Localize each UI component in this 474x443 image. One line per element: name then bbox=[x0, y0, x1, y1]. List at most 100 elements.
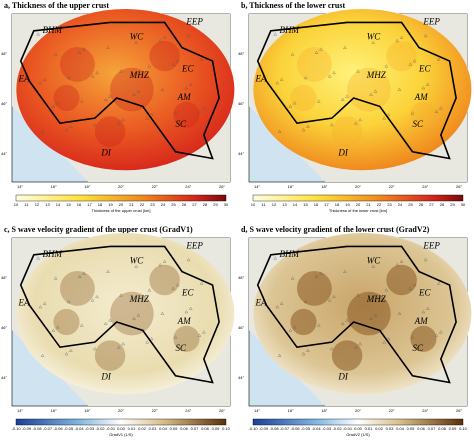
station bbox=[330, 347, 334, 351]
region-label: EA bbox=[255, 298, 267, 308]
colorbar-tick-label: 28 bbox=[203, 202, 208, 207]
station bbox=[160, 87, 165, 91]
anomaly bbox=[59, 270, 95, 306]
station bbox=[332, 294, 336, 299]
station bbox=[273, 32, 277, 36]
x-tick-label: 16° bbox=[51, 408, 57, 413]
region-label: EC bbox=[418, 288, 431, 298]
station bbox=[293, 101, 297, 105]
colorbar-tick-label: 22 bbox=[377, 202, 382, 207]
anomaly bbox=[331, 116, 363, 147]
station bbox=[410, 111, 415, 115]
station bbox=[136, 313, 141, 317]
colorbar-tick-label: 0.08 bbox=[201, 426, 210, 431]
station bbox=[288, 104, 293, 108]
colorbar-tick-label: 0.04 bbox=[159, 426, 168, 431]
station bbox=[369, 92, 373, 96]
study-boundary bbox=[19, 21, 220, 160]
station bbox=[356, 69, 360, 73]
colorbar-label: GradV1 (1/S) bbox=[109, 432, 133, 437]
region-label: MHZ bbox=[129, 294, 150, 304]
colorbar-tick-label: 16 bbox=[314, 202, 319, 207]
station bbox=[53, 276, 58, 280]
region-label: EEP bbox=[185, 240, 203, 250]
station bbox=[42, 301, 47, 305]
station bbox=[106, 269, 110, 273]
station bbox=[82, 47, 86, 51]
station bbox=[121, 118, 125, 122]
station bbox=[90, 298, 95, 302]
colorbar-tick-label: -0.08 bbox=[269, 426, 279, 431]
station bbox=[53, 52, 58, 56]
station bbox=[436, 57, 441, 61]
region-label: DI bbox=[337, 148, 348, 158]
colorbar-tick-label: -0.06 bbox=[53, 426, 63, 431]
colorbar-tick-label: 0.00 bbox=[354, 426, 363, 431]
y-tick-label: 46° bbox=[238, 325, 244, 330]
region-label: BHM bbox=[280, 249, 300, 259]
station bbox=[145, 340, 149, 344]
anomaly bbox=[386, 264, 417, 296]
station bbox=[340, 321, 345, 325]
anomaly bbox=[296, 46, 332, 82]
station bbox=[145, 116, 149, 120]
colorbar-tick-label: 0.09 bbox=[449, 426, 458, 431]
colorbar-label: Thickness of the upper crust [km] bbox=[92, 208, 151, 213]
station bbox=[384, 288, 389, 292]
station bbox=[327, 74, 332, 78]
region-label: MHZ bbox=[366, 70, 387, 80]
y-tick-label: 46° bbox=[1, 101, 7, 106]
station bbox=[384, 64, 389, 68]
colorbar-tick-label: 24 bbox=[161, 202, 166, 207]
region-label: DI bbox=[100, 148, 111, 158]
colorbar-tick-label: 0.09 bbox=[212, 426, 221, 431]
colorbar-tick-label: 29 bbox=[450, 202, 455, 207]
y-tick-label: 44° bbox=[238, 375, 244, 380]
station bbox=[158, 263, 162, 267]
colorbar-tick-label: 0.04 bbox=[396, 426, 405, 431]
station bbox=[317, 99, 321, 103]
colorbar-tick-label: -0.07 bbox=[280, 426, 290, 431]
station bbox=[306, 124, 310, 128]
station bbox=[66, 300, 71, 304]
station bbox=[162, 259, 167, 263]
y-tick-label: 46° bbox=[1, 325, 7, 330]
station bbox=[173, 335, 178, 339]
station bbox=[399, 259, 404, 263]
y-tick-label: 48° bbox=[238, 51, 244, 56]
station bbox=[173, 111, 178, 115]
station bbox=[95, 70, 99, 75]
colorbar-tick-label: 0.10 bbox=[222, 426, 231, 431]
x-tick-label: 24° bbox=[422, 184, 428, 189]
station bbox=[158, 39, 162, 43]
region-label: DI bbox=[337, 372, 348, 382]
station bbox=[36, 32, 40, 36]
colorbar-tick-label: 0.07 bbox=[191, 426, 200, 431]
station bbox=[301, 352, 306, 356]
colorbar-tick-label: 15 bbox=[303, 202, 308, 207]
station bbox=[330, 123, 334, 127]
colorbar-tick-label: 17 bbox=[324, 202, 329, 207]
station bbox=[108, 94, 112, 98]
station bbox=[66, 76, 71, 80]
colorbar-tick-label: 0.03 bbox=[386, 426, 395, 431]
x-tick-label: 20° bbox=[118, 408, 124, 413]
model-field bbox=[253, 8, 472, 171]
colorbar-tick-label: 12 bbox=[272, 202, 277, 207]
anomaly bbox=[149, 40, 180, 72]
station bbox=[134, 40, 139, 44]
station bbox=[293, 325, 297, 329]
colorbar-tick-label: 0.01 bbox=[365, 426, 374, 431]
station bbox=[202, 330, 206, 334]
anomaly bbox=[347, 67, 391, 112]
colorbar-tick-label: 20 bbox=[119, 202, 124, 207]
colorbar-tick-label: 0.02 bbox=[138, 426, 147, 431]
station bbox=[108, 318, 112, 322]
station bbox=[421, 310, 426, 314]
station bbox=[36, 256, 40, 260]
x-tick-label: 22° bbox=[389, 408, 395, 413]
station bbox=[82, 271, 86, 275]
y-tick-label: 44° bbox=[238, 151, 244, 156]
anomaly bbox=[149, 264, 180, 296]
colorbar-tick-label: -0.02 bbox=[332, 426, 342, 431]
